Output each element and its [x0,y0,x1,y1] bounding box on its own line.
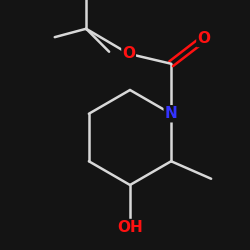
Text: OH: OH [117,220,143,235]
Text: O: O [122,46,135,61]
Text: O: O [197,31,210,46]
Text: N: N [165,106,177,121]
